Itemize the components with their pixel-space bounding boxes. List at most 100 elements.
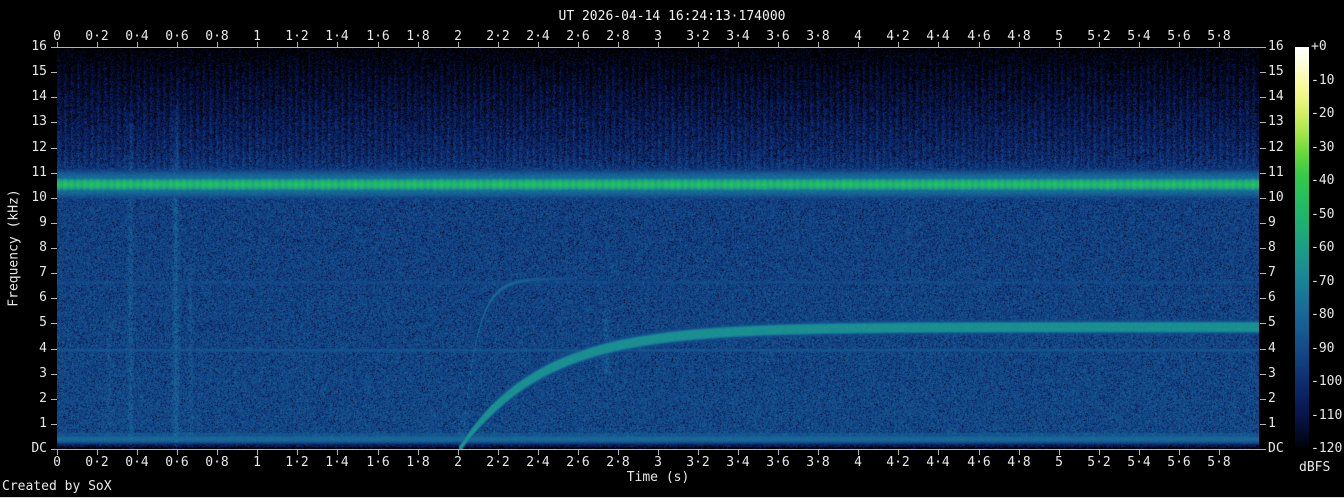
colorbar-tick-label: -60 (1311, 240, 1335, 255)
y-tick-left (51, 47, 57, 48)
y-tick-label-right: 9 (1268, 215, 1276, 230)
y-tick-label-left: 13 (31, 114, 47, 129)
colorbar-gradient (1295, 47, 1309, 450)
colorbar-tick-label: -30 (1311, 140, 1335, 155)
y-tick-left (51, 349, 57, 350)
colorbar-tick-label: -50 (1311, 207, 1335, 222)
x-tick-top (979, 42, 980, 47)
x-tick-top (538, 42, 539, 47)
x-axis-line-bottom (57, 449, 1260, 450)
x-tick-label-top: 0·8 (205, 29, 229, 44)
y-tick-right (1260, 449, 1266, 450)
x-tick-label-top: 5·8 (1207, 29, 1231, 44)
x-tick-label-top: 4·6 (967, 29, 991, 44)
x-tick-label-bottom: 4·6 (967, 455, 991, 470)
y-tick-label-left: 14 (31, 89, 47, 104)
x-tick-label-bottom: 3·8 (806, 455, 830, 470)
y-tick-left (51, 298, 57, 299)
y-tick-label-right: 15 (1268, 64, 1284, 79)
x-tick-label-bottom: 3·6 (766, 455, 790, 470)
x-tick-top (257, 42, 258, 47)
x-tick-label-top: 2 (454, 29, 462, 44)
y-tick-left (51, 399, 57, 400)
y-tick-label-left: 6 (39, 290, 47, 305)
x-tick-label-bottom: 4·2 (886, 455, 910, 470)
x-tick-label-top: 2·6 (566, 29, 590, 44)
x-tick-bottom (498, 450, 499, 455)
x-tick-top (578, 42, 579, 47)
x-tick-bottom (979, 450, 980, 455)
x-tick-label-bottom: 5·6 (1167, 455, 1191, 470)
x-tick-top (1139, 42, 1140, 47)
x-tick-label-bottom: 4·4 (926, 455, 950, 470)
y-tick-label-right: 2 (1268, 391, 1276, 406)
y-tick-label-right: 14 (1268, 89, 1284, 104)
colorbar-tick-label: -80 (1311, 307, 1335, 322)
x-tick-label-top: 2·8 (606, 29, 630, 44)
x-tick-label-top: 5 (1055, 29, 1063, 44)
y-tick-label-right: 12 (1268, 140, 1284, 155)
x-tick-top (418, 42, 419, 47)
x-tick-label-bottom: 5 (1055, 455, 1063, 470)
x-tick-bottom (297, 450, 298, 455)
x-tick-label-bottom: 5·8 (1207, 455, 1231, 470)
page-title: UT 2026-04-14 16:24:13·174000 (558, 9, 786, 24)
y-tick-left (51, 72, 57, 73)
y-tick-label-left: 3 (39, 366, 47, 381)
y-axis-label: Frequency (kHz) (6, 189, 22, 307)
y-tick-label-right: 10 (1268, 190, 1284, 205)
x-tick-bottom (97, 450, 98, 455)
y-tick-right (1260, 399, 1266, 400)
y-tick-left (51, 323, 57, 324)
x-tick-label-bottom: 1 (253, 455, 261, 470)
x-tick-label-top: 5·2 (1087, 29, 1111, 44)
x-tick-label-top: 3·8 (806, 29, 830, 44)
x-tick-label-top: 4·4 (926, 29, 950, 44)
x-tick-label-bottom: 2 (454, 455, 462, 470)
x-tick-top (1179, 42, 1180, 47)
colorbar-tick-label: -20 (1311, 106, 1335, 121)
y-tick-label-left: 1 (39, 416, 47, 431)
x-tick-label-top: 1 (253, 29, 261, 44)
x-tick-top (97, 42, 98, 47)
colorbar-tick-label: -40 (1311, 173, 1335, 188)
x-tick-top (898, 42, 899, 47)
x-tick-bottom (818, 450, 819, 455)
x-tick-label-bottom: 0·2 (85, 455, 109, 470)
x-tick-top (1219, 42, 1220, 47)
x-tick-top (137, 42, 138, 47)
x-tick-label-top: 4 (854, 29, 862, 44)
y-tick-label-left: 11 (31, 165, 47, 180)
x-tick-top (1059, 42, 1060, 47)
y-tick-label-right: 7 (1268, 265, 1276, 280)
y-tick-label-right: DC (1268, 441, 1284, 456)
x-tick-top (618, 42, 619, 47)
x-tick-label-bottom: 3·2 (686, 455, 710, 470)
colorbar-tick-label: -10 (1311, 73, 1335, 88)
y-tick-label-left: DC (31, 441, 47, 456)
colorbar-tick-label: -110 (1311, 408, 1343, 423)
y-tick-label-left: 15 (31, 64, 47, 79)
x-tick-label-bottom: 1·2 (285, 455, 309, 470)
x-tick-label-bottom: 2·6 (566, 455, 590, 470)
x-tick-label-bottom: 1·6 (366, 455, 390, 470)
x-tick-top (938, 42, 939, 47)
x-tick-bottom (1139, 450, 1140, 455)
x-axis-line-top (57, 47, 1260, 48)
y-tick-left (51, 248, 57, 249)
x-tick-label-top: 5·4 (1127, 29, 1151, 44)
x-tick-bottom (578, 450, 579, 455)
x-tick-top (1019, 42, 1020, 47)
x-tick-bottom (938, 450, 939, 455)
x-tick-bottom (378, 450, 379, 455)
colorbar-tick-label: -100 (1311, 374, 1343, 389)
x-tick-top (738, 42, 739, 47)
y-tick-label-left: 7 (39, 265, 47, 280)
x-tick-bottom (137, 450, 138, 455)
x-tick-label-bottom: 2·8 (606, 455, 630, 470)
x-tick-top (698, 42, 699, 47)
y-tick-right (1260, 122, 1266, 123)
x-tick-label-bottom: 4·8 (1007, 455, 1031, 470)
x-tick-top (818, 42, 819, 47)
y-tick-left (51, 173, 57, 174)
